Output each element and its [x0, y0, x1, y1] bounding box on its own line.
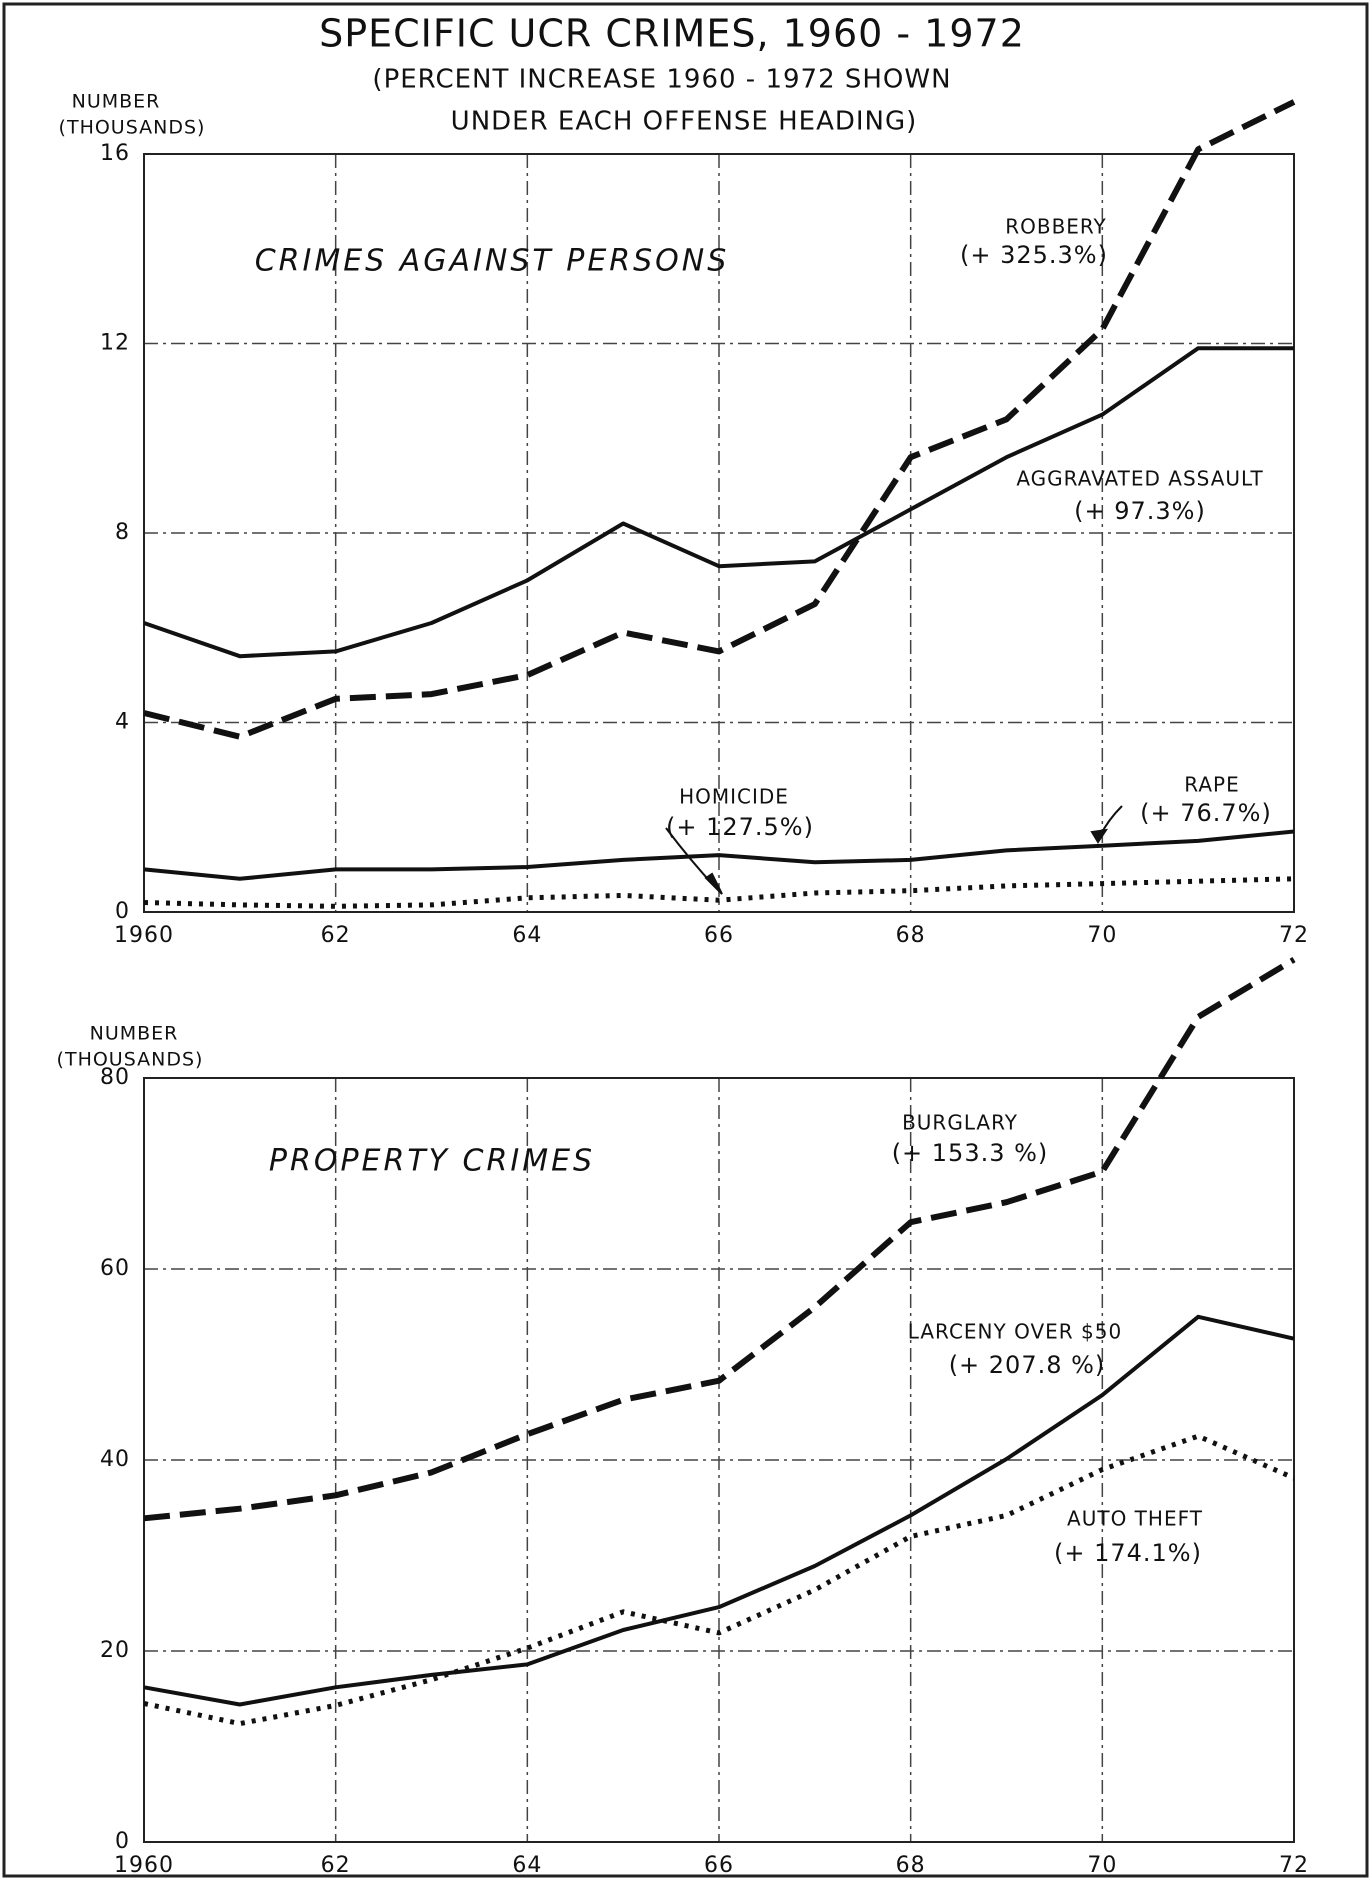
x-tick-label: 64 — [512, 1853, 542, 1878]
subtitle: (PERCENT INCREASE 1960 - 1972 SHOWN — [372, 65, 951, 95]
arrow-head — [704, 872, 723, 895]
y-tick-label: 8 — [115, 520, 130, 545]
series-label: BURGLARY — [902, 1111, 1018, 1135]
x-tick-label: 64 — [512, 923, 542, 948]
x-tick-label: 1960 — [114, 1853, 174, 1878]
y-tick-label: 20 — [100, 1638, 130, 1663]
arrow-head — [1090, 828, 1109, 844]
y-axis-label: (THOUSANDS) — [59, 117, 206, 139]
y-tick-label: 0 — [115, 1829, 130, 1854]
y-axis-label: NUMBER — [72, 91, 161, 113]
series-label: LARCENY OVER $50 — [908, 1320, 1122, 1344]
y-tick-label: 0 — [115, 899, 130, 924]
x-tick-label: 68 — [896, 1853, 926, 1878]
x-tick-label: 72 — [1279, 923, 1309, 948]
plot-frame — [143, 153, 1295, 913]
series-annotation: (+ 207.8 %) — [949, 1351, 1106, 1379]
arrows — [665, 805, 1123, 895]
series-line — [143, 99, 1296, 740]
x-tick-label: 70 — [1087, 1853, 1117, 1878]
chart-title: SPECIFIC UCR CRIMES, 1960 - 1972 — [319, 12, 1025, 56]
y-tick-label: 12 — [100, 331, 130, 356]
panel-title: CRIMES AGAINST PERSONS — [255, 244, 730, 279]
y-tick-label: 16 — [100, 141, 130, 166]
series-annotation: (+ 325.3%) — [960, 241, 1108, 269]
y-tick-label: 80 — [100, 1065, 130, 1090]
x-tick-label: 68 — [896, 923, 926, 948]
subtitle: UNDER EACH OFFENSE HEADING) — [451, 107, 918, 137]
x-tick-label: 66 — [704, 923, 734, 948]
series-annotation: (+ 127.5%) — [666, 813, 814, 841]
x-tick-label: 62 — [321, 923, 351, 948]
plot-frame — [143, 1077, 1295, 1843]
series-label: ROBBERY — [1005, 215, 1107, 239]
y-tick-label: 4 — [115, 710, 130, 735]
series-line — [143, 829, 1295, 881]
series-line — [143, 346, 1294, 659]
y-tick-label: 40 — [100, 1447, 130, 1472]
series-label: AUTO THEFT — [1067, 1507, 1203, 1531]
x-tick-label: 1960 — [114, 923, 174, 948]
series-label: HOMICIDE — [679, 785, 789, 809]
series-label: AGGRAVATED ASSAULT — [1016, 467, 1263, 491]
panel-title: PROPERTY CRIMES — [269, 1144, 595, 1179]
y-axis-label: NUMBER — [90, 1023, 179, 1045]
y-tick-label: 60 — [100, 1256, 130, 1281]
series-annotation: (+ 153.3 %) — [892, 1139, 1049, 1167]
series-line — [143, 876, 1295, 909]
x-tick-label: 72 — [1279, 1853, 1309, 1878]
series-annotation: (+ 174.1%) — [1054, 1539, 1202, 1567]
series-label: RAPE — [1184, 773, 1239, 797]
x-tick-label: 66 — [704, 1853, 734, 1878]
series-annotation: (+ 97.3%) — [1074, 497, 1206, 525]
x-tick-label: 70 — [1087, 923, 1117, 948]
x-tick-label: 62 — [321, 1853, 351, 1878]
series-line — [143, 1433, 1296, 1727]
series-line — [143, 1314, 1295, 1707]
series-annotation: (+ 76.7%) — [1140, 799, 1272, 827]
series-line — [143, 957, 1296, 1522]
y-axis-label: (THOUSANDS) — [57, 1049, 204, 1071]
